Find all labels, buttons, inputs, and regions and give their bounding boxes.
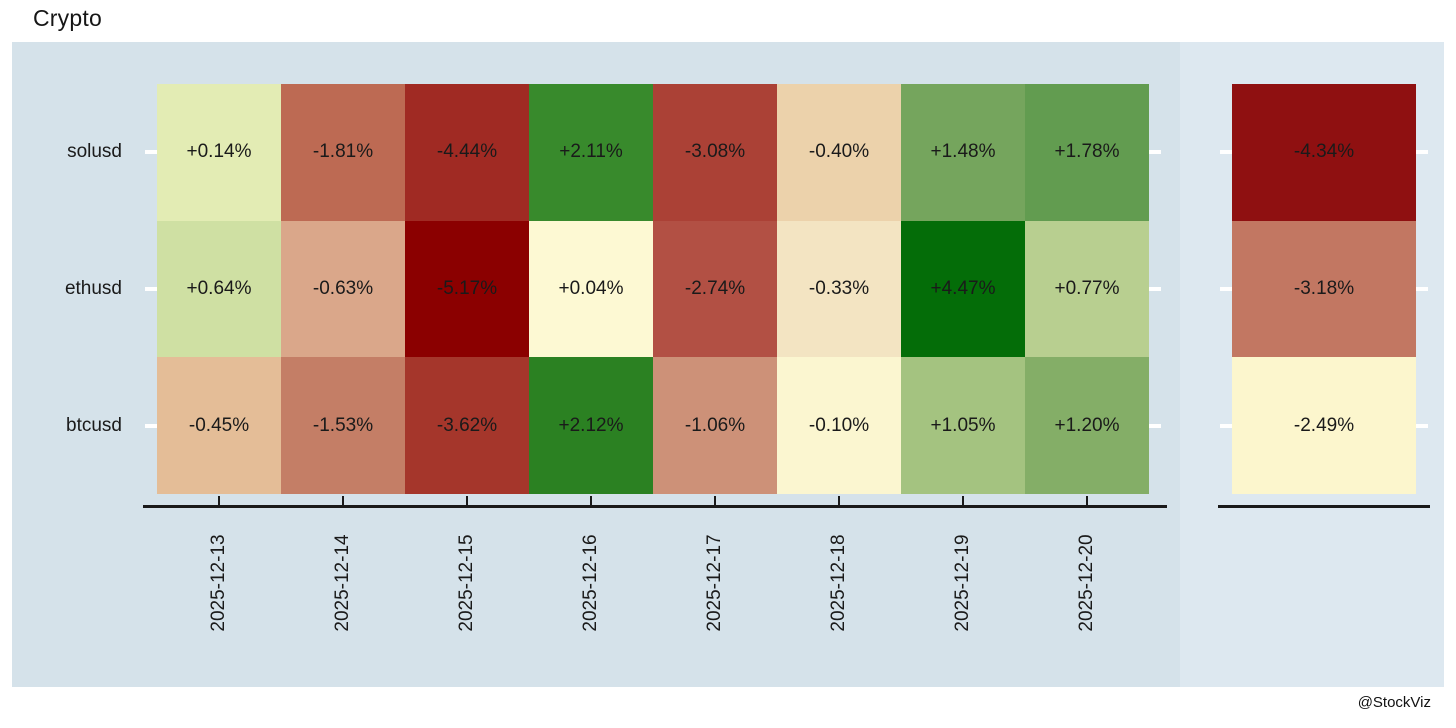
heatmap-cell-solusd-2025-12-17: -3.08% [653,84,777,221]
row-label-ethusd: ethusd [64,278,122,299]
x-axis-label-2025-12-14: 2025-12-14 [332,534,353,632]
heatmap-cell-ethusd-2025-12-19: +4.47% [901,220,1025,358]
cumulative-cell-solusd: -4.34% [1232,84,1416,221]
heatmap-cell-btcusd-2025-12-13: -0.45% [157,357,281,494]
heatmap-cell-btcusd-2025-12-20: +1.20% [1025,357,1149,494]
x-axis-label-2025-12-18: 2025-12-18 [828,534,849,632]
y-tick-right-main [1149,423,1161,428]
y-tick-left-cumulative [1220,423,1232,428]
y-tick-left-main [145,287,157,291]
x-axis-tick-2025-12-19 [961,496,965,505]
cumulative-cell-ethusd: -3.18% [1232,220,1416,358]
y-tick-right-cumulative [1416,150,1428,155]
x-axis-label-2025-12-17: 2025-12-17 [704,534,725,632]
x-axis-label-2025-12-15: 2025-12-15 [456,534,477,632]
y-tick-left-main [145,150,157,155]
heatmap-cell-btcusd-2025-12-19: +1.05% [901,357,1025,494]
heatmap-cell-solusd-2025-12-20: +1.78% [1025,84,1149,221]
x-axis-line-cumulative [1218,505,1430,508]
y-tick-left-main [145,423,157,428]
heatmap-cell-solusd-2025-12-16: +2.11% [529,84,653,221]
row-label-btcusd: btcusd [66,414,122,436]
heatmap-cell-ethusd-2025-12-15: -5.17% [405,220,529,358]
x-axis-tick-2025-12-14 [341,496,345,505]
heatmap-cell-btcusd-2025-12-16: +2.12% [529,357,653,494]
x-axis-tick-2025-12-17 [713,496,717,505]
x-axis-line-main [143,505,1167,508]
chart-panel: solusd +0.14% -1.81% -4.44% +2.11% -3.08% -0.4… [12,42,1444,687]
cumulative-cell-btcusd: -2.49% [1232,357,1416,494]
heatmap-cell-ethusd-2025-12-14: -0.63% [281,220,405,358]
x-axis-label-2025-12-16: 2025-12-16 [580,534,601,632]
heatmap-cell-solusd-2025-12-14: -1.81% [281,84,405,221]
heatmap-cell-solusd-2025-12-18: -0.40% [777,84,901,221]
x-axis-tick-2025-12-18 [837,496,841,505]
heatmap-cell-btcusd-2025-12-14: -1.53% [281,357,405,494]
x-axis-label-2025-12-19: 2025-12-19 [952,534,973,632]
heatmap-cell-solusd-2025-12-15: -4.44% [405,84,529,221]
heatmap-cell-btcusd-2025-12-17: -1.06% [653,357,777,494]
stockviz-credit: @StockViz [1357,694,1431,711]
heatmap-cell-btcusd-2025-12-15: -3.62% [405,357,529,494]
x-axis-tick-2025-12-13 [217,496,221,505]
heatmap-cell-ethusd-2025-12-20: +0.77% [1025,220,1149,358]
page-title: Crypto [33,5,102,31]
y-tick-right-cumulative [1416,423,1428,428]
y-tick-left-cumulative [1220,287,1232,291]
y-tick-left-cumulative [1220,150,1232,155]
x-axis-tick-2025-12-15 [465,496,469,505]
x-axis-label-2025-12-13: 2025-12-13 [208,534,229,632]
y-tick-right-main [1149,150,1161,155]
heatmap-cell-ethusd-2025-12-16: +0.04% [529,220,653,358]
heatmap-cell-solusd-2025-12-13: +0.14% [157,84,281,221]
heatmap-cell-solusd-2025-12-19: +1.48% [901,84,1025,221]
x-axis-tick-2025-12-20 [1085,496,1089,505]
heatmap-cell-ethusd-2025-12-17: -2.74% [653,220,777,358]
heatmap-cell-btcusd-2025-12-18: -0.10% [777,357,901,494]
y-tick-right-main [1149,287,1161,291]
heatmap-cell-ethusd-2025-12-13: +0.64% [157,220,281,358]
y-tick-right-cumulative [1416,287,1428,291]
x-axis-tick-2025-12-16 [589,496,593,505]
x-axis-label-2025-12-20: 2025-12-20 [1076,534,1097,632]
row-label-solusd: solusd [67,141,122,163]
heatmap-cell-ethusd-2025-12-18: -0.33% [777,220,901,358]
